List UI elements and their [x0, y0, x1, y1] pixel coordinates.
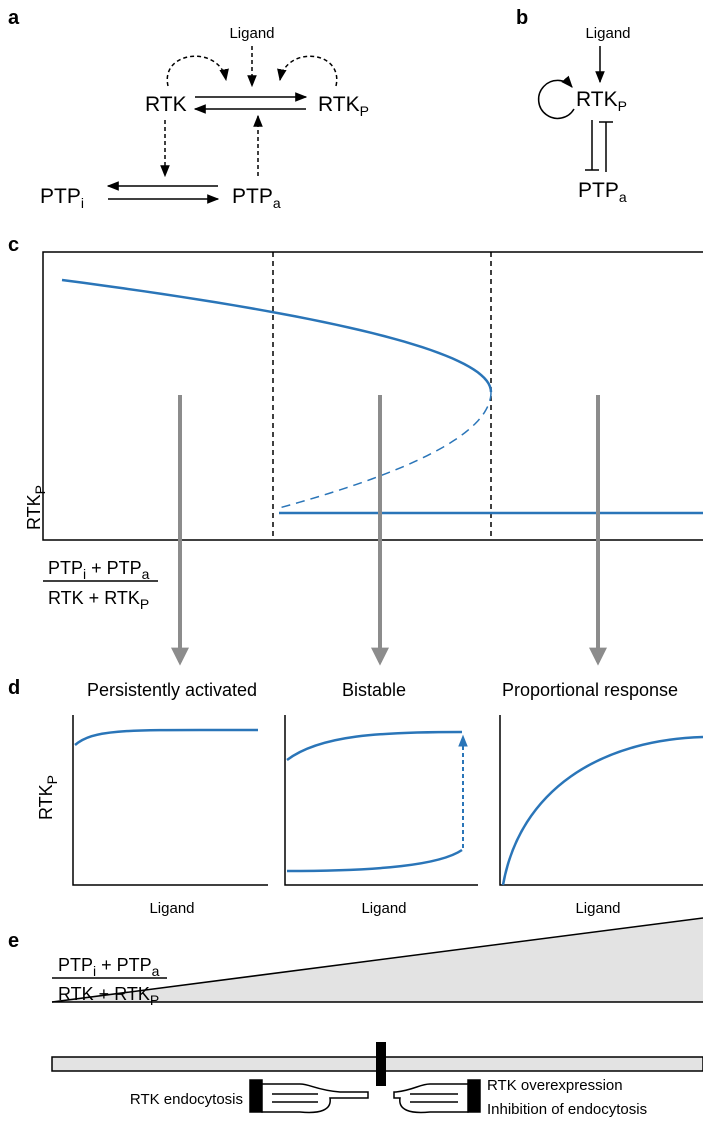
response-curve [286, 848, 463, 873]
response-curve [286, 730, 463, 761]
plot-title: Bistable [342, 680, 406, 700]
plot-title: Proportional response [502, 680, 678, 700]
rtkp: RTKP [576, 88, 627, 114]
wedge-edge [51, 917, 703, 1003]
fulcrum [376, 1042, 386, 1086]
ligand: Ligand [585, 25, 630, 42]
response-curve [74, 728, 259, 746]
plot-title: Persistently activated [87, 680, 257, 700]
panel-a: a Ligand RTK RTKP PTPi PTPa [8, 7, 369, 211]
ptpa: PTPa [578, 179, 627, 205]
x-label: Ligand [575, 900, 620, 917]
axes [499, 715, 703, 886]
rtkp: RTKP [318, 93, 369, 119]
ratio-denominator: RTK + RTKP [58, 984, 159, 1008]
panel-d: d Persistently activated Bistable Propor… [8, 677, 703, 917]
dashed-arrow [166, 55, 229, 87]
panel-e: e PTPi + PTPa RTK + RTKP RTK endocytosis … [8, 917, 703, 1118]
panel-b: b Ligand RTKP PTPa [516, 7, 631, 205]
hand-right [393, 1079, 481, 1114]
right-text: Inhibition of endocytosis [487, 1101, 647, 1118]
stable-branch [61, 278, 493, 393]
dashed-arrow [277, 55, 338, 87]
ptpa: PTPa [232, 185, 281, 211]
axes [284, 715, 478, 886]
x-label: Ligand [361, 900, 406, 917]
panel-label: e [8, 930, 19, 952]
right-text: RTK overexpression [487, 1077, 623, 1094]
ligand: Ligand [229, 25, 274, 42]
response-curve [501, 735, 703, 886]
ratio-numerator: PTPi + PTPa [58, 955, 160, 979]
unstable-branch [278, 391, 492, 509]
panel-label: d [8, 677, 20, 699]
panel-c: c RTKP PTPi + PTPa RTK + RTKP [8, 234, 703, 666]
self-loop [537, 75, 575, 120]
y-label: RTKP [36, 775, 60, 820]
hand-left [249, 1079, 369, 1114]
ratio-numerator: PTPi + PTPa [48, 558, 150, 582]
x-label: Ligand [149, 900, 194, 917]
axes [72, 715, 268, 886]
panel-label: a [8, 7, 20, 29]
rtk: RTK [145, 93, 187, 116]
panel-label: b [516, 7, 528, 29]
ratio-denominator: RTK + RTKP [48, 588, 149, 612]
left-text: RTK endocytosis [130, 1091, 243, 1108]
panel-label: c [8, 234, 19, 256]
y-label: RTKP [24, 485, 48, 530]
ptpi: PTPi [40, 185, 84, 211]
plot-frame [42, 251, 703, 541]
